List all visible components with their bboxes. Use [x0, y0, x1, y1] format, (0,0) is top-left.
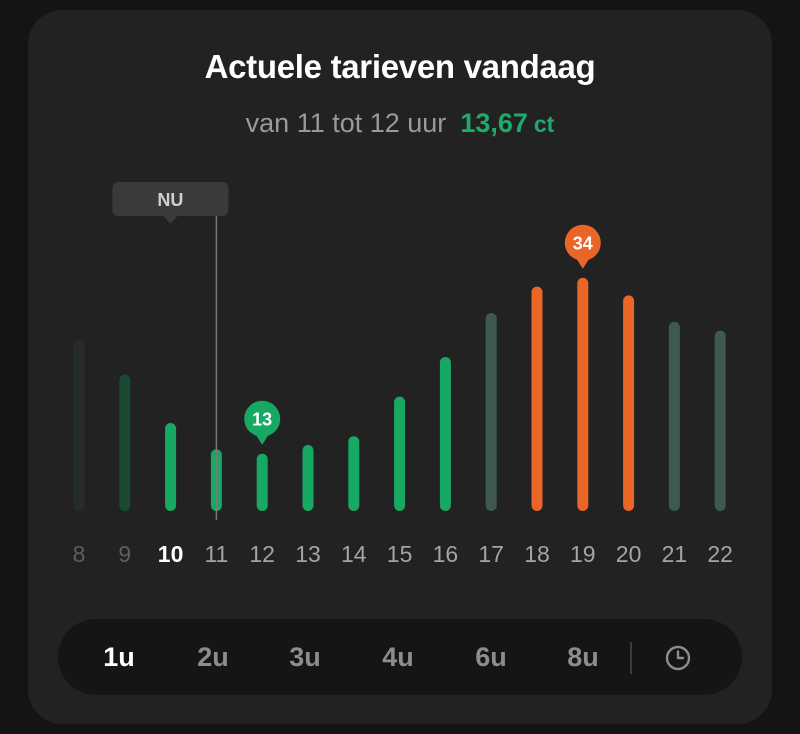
page-title: Actuele tarieven vandaag: [204, 48, 596, 85]
x-tick-label-17: 17: [478, 541, 504, 567]
now-tooltip: [112, 182, 229, 216]
interval-selector: [58, 619, 742, 695]
interval-option-6u[interactable]: 6u: [475, 642, 507, 672]
current-price-value: 13,67: [460, 108, 528, 138]
price-bar-chart: 8 9 10 11 12 13 14 15 16 17 18 19 20 21 22 NU 13 34: [73, 182, 733, 567]
interval-option-3u[interactable]: 3u: [289, 642, 321, 672]
x-tick-label-19: 19: [570, 541, 596, 567]
selector-divider: [630, 642, 632, 674]
x-tick-label-10: 10: [158, 541, 184, 567]
x-tick-label-11: 11: [204, 541, 228, 567]
x-tick-label-16: 16: [433, 541, 459, 567]
interval-option-4u[interactable]: 4u: [382, 642, 414, 672]
x-tick-label-12: 12: [249, 541, 275, 567]
min-price-marker: [244, 400, 281, 437]
now-tooltip-pointer: [163, 216, 178, 224]
min-price-marker-pointer: [255, 433, 270, 445]
interval-option-1u[interactable]: 1u: [103, 642, 135, 672]
interval-option-2u[interactable]: 2u: [197, 642, 229, 672]
x-tick-label-14: 14: [341, 541, 367, 567]
x-tick-label-22: 22: [707, 541, 733, 567]
max-price-marker-pointer: [575, 257, 590, 269]
x-tick-label-20: 20: [616, 541, 642, 567]
max-price-marker-label: 34: [573, 233, 593, 253]
x-tick-label-8: 8: [73, 541, 86, 567]
time-range-text: van 11 tot 12 uur: [245, 108, 447, 138]
min-price-marker-label: 13: [252, 409, 272, 429]
interval-option-8u[interactable]: 8u: [567, 642, 599, 672]
x-tick-label-9: 9: [118, 541, 131, 567]
x-tick-label-13: 13: [295, 541, 321, 567]
price-card: [28, 10, 772, 724]
price-unit: ct: [533, 111, 555, 137]
x-tick-label-18: 18: [524, 541, 550, 567]
max-price-marker: [564, 224, 601, 261]
current-price-line: van 11 tot 12 uur 13,67 ct: [0, 108, 800, 139]
x-tick-label-21: 21: [662, 541, 688, 567]
clock-icon[interactable]: [659, 639, 697, 677]
now-label: NU: [157, 190, 183, 210]
x-tick-label-15: 15: [387, 541, 413, 567]
